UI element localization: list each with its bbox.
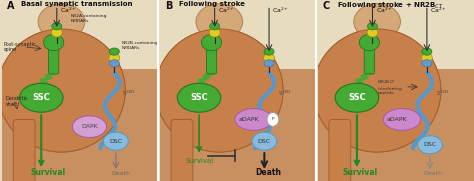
Bar bbox=[2, 69, 158, 181]
FancyBboxPatch shape bbox=[48, 49, 59, 74]
Ellipse shape bbox=[354, 4, 401, 40]
Ellipse shape bbox=[264, 48, 274, 55]
Ellipse shape bbox=[210, 23, 219, 30]
Ellipse shape bbox=[313, 29, 441, 152]
Ellipse shape bbox=[51, 28, 62, 37]
Text: DSC: DSC bbox=[258, 139, 271, 144]
Ellipse shape bbox=[109, 53, 120, 62]
Text: A: A bbox=[7, 1, 15, 11]
Ellipse shape bbox=[155, 29, 283, 152]
FancyBboxPatch shape bbox=[171, 119, 193, 181]
Ellipse shape bbox=[196, 4, 243, 40]
Text: NR2B-containing
NMDARs: NR2B-containing NMDARs bbox=[122, 41, 159, 50]
Text: SSC: SSC bbox=[32, 93, 50, 102]
Text: S$^{1303}$: S$^{1303}$ bbox=[436, 89, 450, 98]
Ellipse shape bbox=[252, 132, 277, 150]
Text: Ca$^{2+}$: Ca$^{2+}$ bbox=[218, 5, 235, 15]
Text: Post-synaptic
spine: Post-synaptic spine bbox=[4, 42, 36, 52]
Ellipse shape bbox=[155, 29, 283, 152]
Text: Death: Death bbox=[111, 171, 130, 176]
Ellipse shape bbox=[313, 29, 441, 152]
Ellipse shape bbox=[0, 29, 125, 152]
FancyBboxPatch shape bbox=[206, 49, 217, 74]
Bar bbox=[160, 69, 316, 181]
Bar bbox=[160, 0, 316, 69]
Text: C: C bbox=[323, 1, 330, 11]
Ellipse shape bbox=[38, 4, 85, 40]
Text: Survival: Survival bbox=[185, 158, 213, 164]
Text: NR2B$_{CT}$
interferring
peptide: NR2B$_{CT}$ interferring peptide bbox=[377, 79, 402, 95]
Text: Ca$^{2+}$: Ca$^{2+}$ bbox=[430, 5, 447, 15]
Text: Death: Death bbox=[255, 168, 281, 177]
Text: Ca$^{2+}$: Ca$^{2+}$ bbox=[60, 5, 77, 15]
FancyBboxPatch shape bbox=[329, 119, 351, 181]
Text: DSC: DSC bbox=[423, 142, 437, 147]
Ellipse shape bbox=[422, 60, 432, 67]
Ellipse shape bbox=[52, 23, 62, 30]
Text: aDAPK: aDAPK bbox=[387, 117, 408, 122]
Ellipse shape bbox=[422, 48, 432, 55]
FancyBboxPatch shape bbox=[364, 49, 374, 74]
Ellipse shape bbox=[109, 60, 119, 67]
Ellipse shape bbox=[335, 83, 379, 112]
Ellipse shape bbox=[418, 136, 442, 154]
Text: P: P bbox=[272, 117, 274, 121]
Ellipse shape bbox=[367, 23, 377, 30]
Text: Ca$^{2+}$: Ca$^{2+}$ bbox=[272, 5, 289, 15]
Bar bbox=[318, 0, 474, 69]
Bar bbox=[2, 0, 158, 69]
Ellipse shape bbox=[19, 83, 63, 112]
Text: NR2A-containing
NMDARs: NR2A-containing NMDARs bbox=[71, 14, 107, 23]
Circle shape bbox=[267, 113, 279, 126]
Ellipse shape bbox=[0, 29, 125, 152]
Ellipse shape bbox=[359, 34, 380, 51]
Text: Following stroke: Following stroke bbox=[179, 1, 245, 7]
Text: S$^{1303}$: S$^{1303}$ bbox=[122, 89, 136, 98]
Text: B: B bbox=[165, 1, 172, 11]
Text: SSC: SSC bbox=[348, 93, 366, 102]
Text: Basal synaptic transmission: Basal synaptic transmission bbox=[21, 1, 133, 7]
Text: DSC: DSC bbox=[109, 139, 122, 144]
Ellipse shape bbox=[109, 48, 119, 55]
Text: Survival: Survival bbox=[343, 168, 378, 177]
Text: S$^{1303}$: S$^{1303}$ bbox=[278, 89, 292, 98]
Text: Ca$^{2+}$: Ca$^{2+}$ bbox=[375, 5, 392, 15]
Ellipse shape bbox=[201, 34, 222, 51]
Ellipse shape bbox=[209, 28, 220, 37]
Text: Death: Death bbox=[424, 171, 443, 176]
Bar bbox=[318, 69, 474, 181]
Text: aDAPK: aDAPK bbox=[238, 117, 259, 122]
Ellipse shape bbox=[264, 60, 274, 67]
Ellipse shape bbox=[235, 109, 272, 130]
Ellipse shape bbox=[367, 28, 378, 37]
Ellipse shape bbox=[421, 53, 432, 62]
Ellipse shape bbox=[177, 83, 221, 112]
Text: DAPK: DAPK bbox=[81, 124, 98, 129]
Text: Following stroke + NR2B$_{CT}$: Following stroke + NR2B$_{CT}$ bbox=[337, 1, 443, 11]
Ellipse shape bbox=[73, 116, 107, 138]
Ellipse shape bbox=[264, 53, 274, 62]
Text: Dendritic
shaft: Dendritic shaft bbox=[6, 96, 28, 107]
FancyBboxPatch shape bbox=[13, 119, 35, 181]
Ellipse shape bbox=[103, 132, 128, 150]
Ellipse shape bbox=[383, 109, 420, 130]
Text: Survival: Survival bbox=[30, 168, 65, 177]
Ellipse shape bbox=[44, 34, 64, 51]
Text: SSC: SSC bbox=[190, 93, 208, 102]
